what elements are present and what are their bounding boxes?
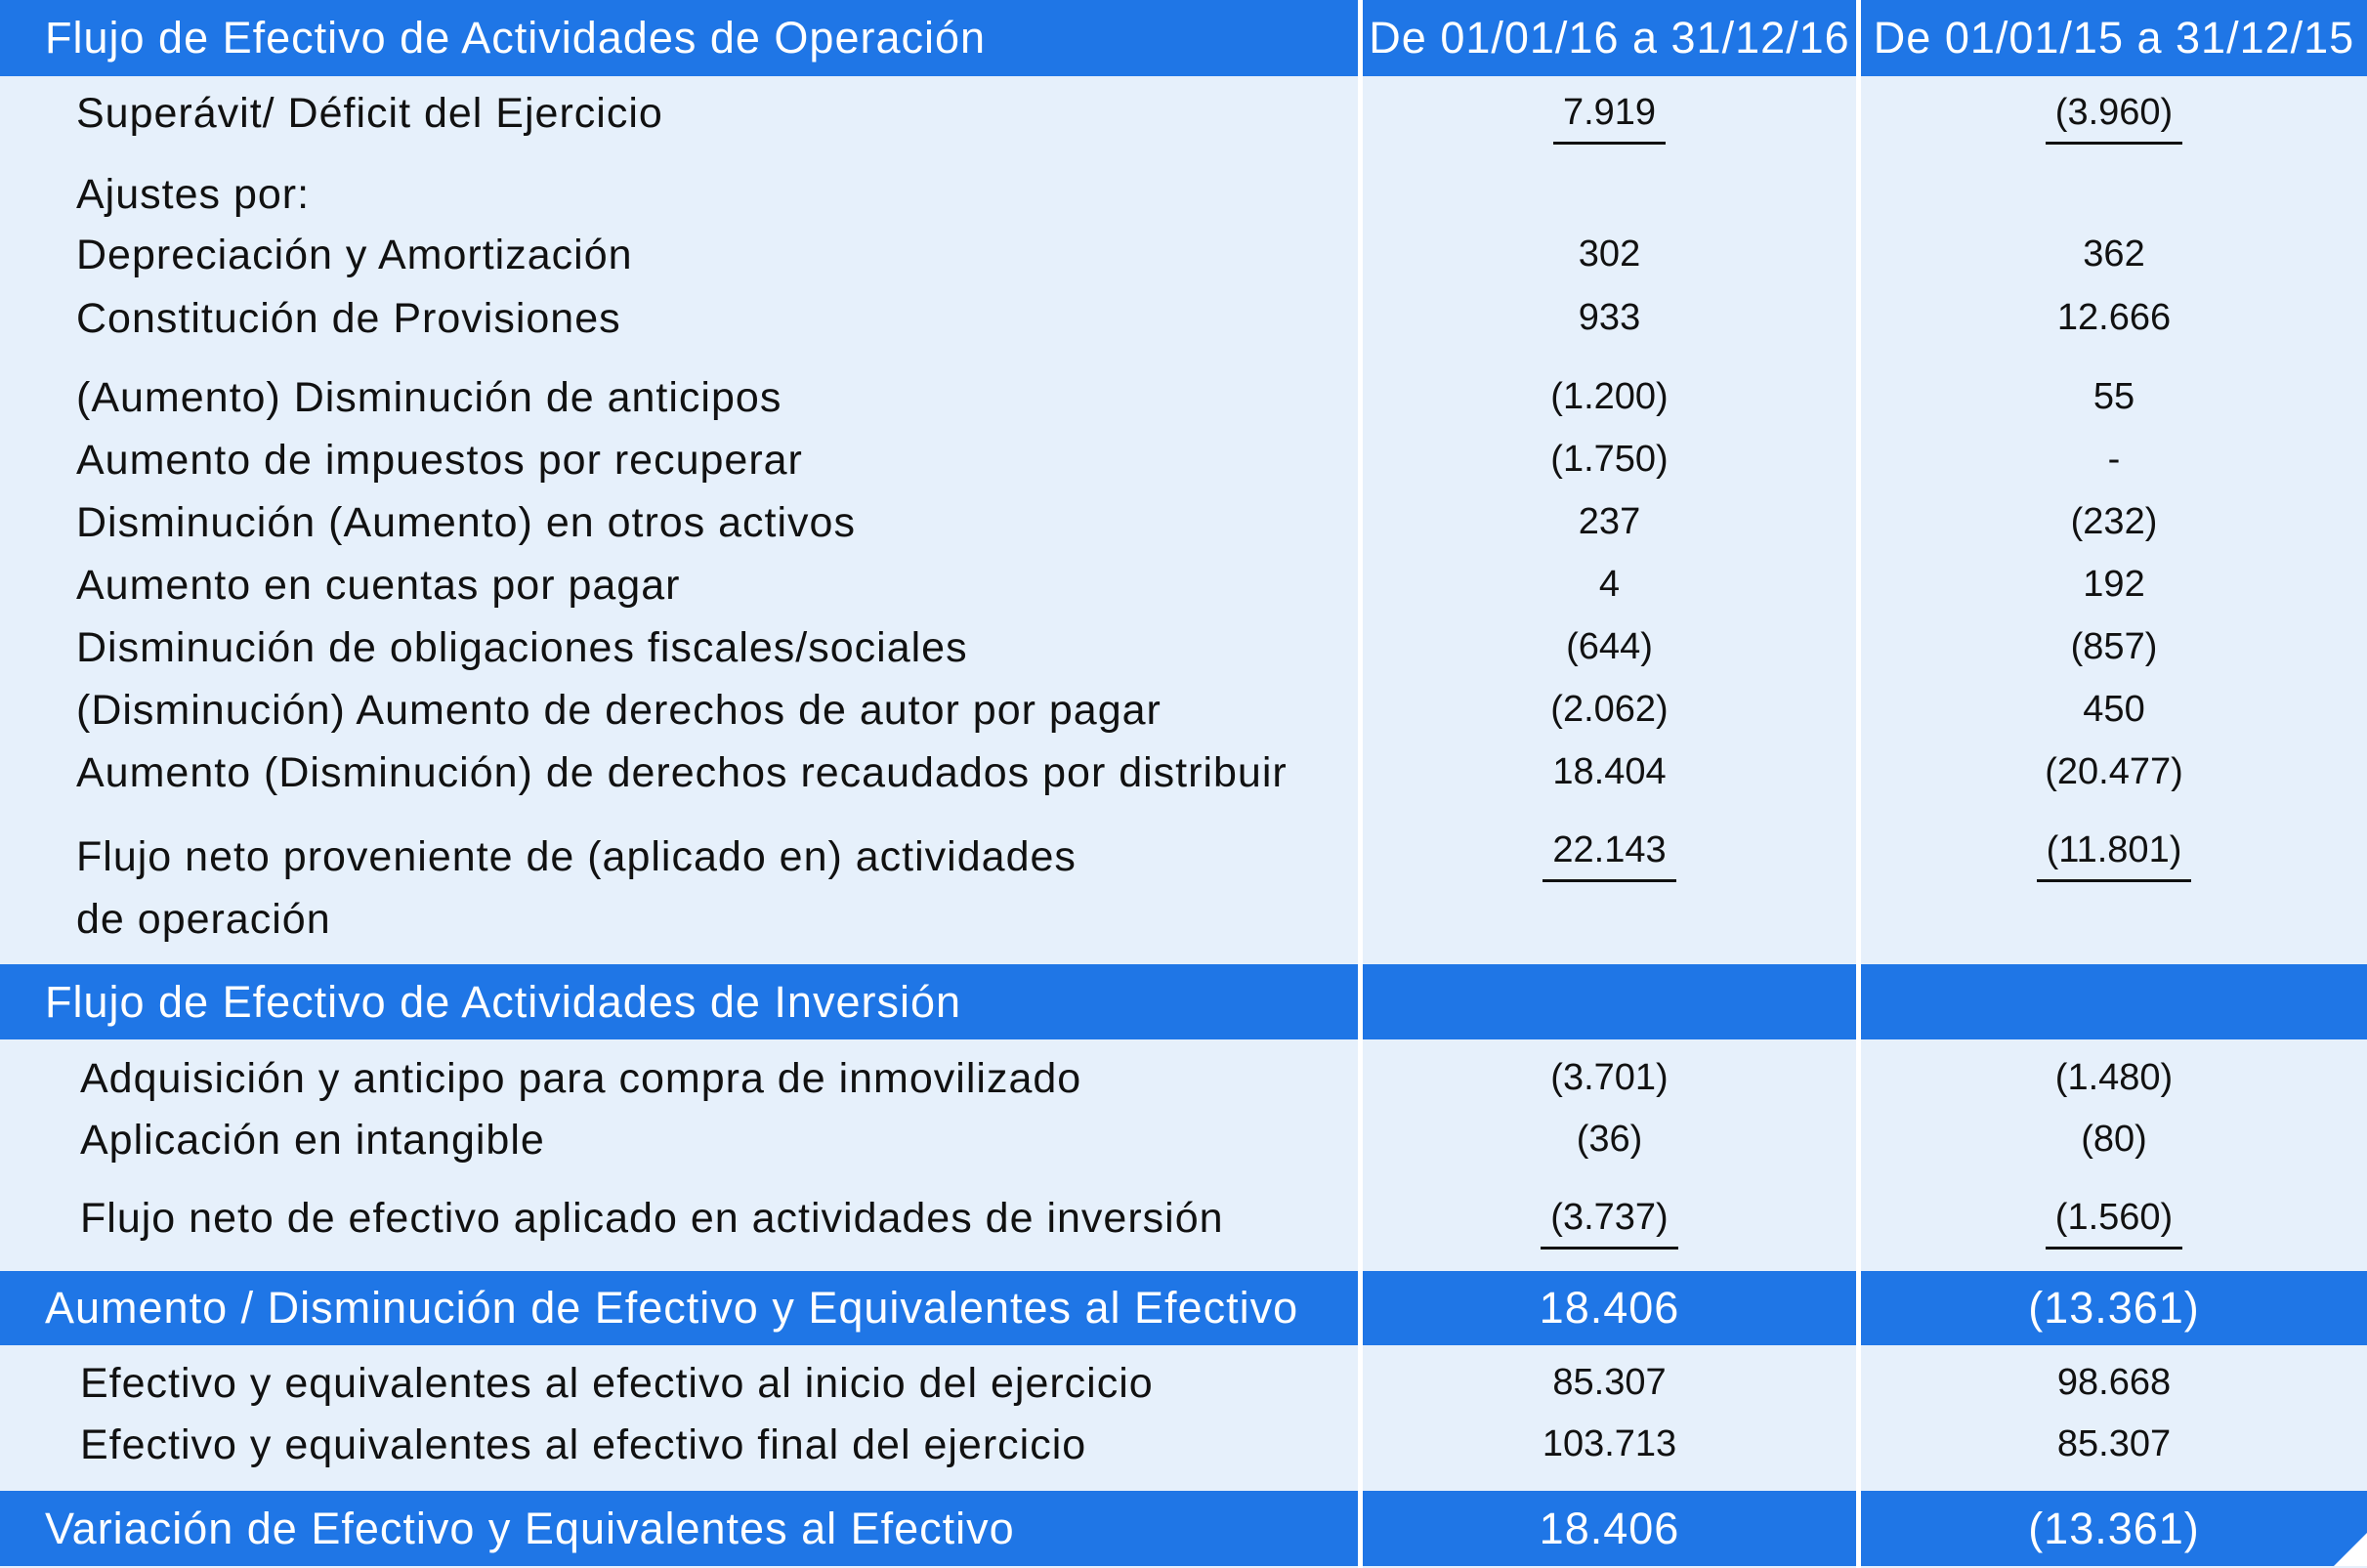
row-label: (Disminución) Aumento de derechos de aut…	[76, 687, 1162, 734]
variation-title: Variación de Efectivo y Equivalentes al …	[45, 1503, 1015, 1553]
row-value-2015: 85.307	[2056, 1423, 2172, 1464]
table-row: Aumento en cuentas por pagar 4 192	[0, 562, 2367, 620]
row-value-2016: 85.307	[1552, 1362, 1667, 1403]
column-header-2016: De 01/01/16 a 31/12/16	[1369, 13, 1850, 63]
row-label: Superávit/ Déficit del Ejercicio	[76, 90, 663, 137]
row-value-2016: 7.919	[1363, 92, 1856, 145]
row-value-2016: 103.713	[1542, 1423, 1677, 1464]
table-row-total: Flujo neto de efectivo aplicado en activ…	[0, 1195, 2367, 1253]
row-label: Aumento en cuentas por pagar	[76, 562, 681, 609]
net-change-bar: Aumento / Disminución de Efectivo y Equi…	[0, 1271, 2367, 1345]
operating-section-title: Flujo de Efectivo de Actividades de Oper…	[45, 13, 987, 63]
row-value-2015: (3.960)	[1861, 92, 2367, 145]
row-label: Aumento (Disminución) de derechos recaud…	[76, 749, 1288, 796]
row-label: Flujo neto de efectivo aplicado en activ…	[80, 1195, 1224, 1242]
row-value-2016: 18.404	[1552, 751, 1667, 792]
table-row: Efectivo y equivalentes al efectivo al i…	[0, 1360, 2367, 1419]
row-value-2015: 450	[2083, 689, 2145, 730]
table-row: (Disminución) Aumento de derechos de aut…	[0, 687, 2367, 745]
row-value-2015: -	[2107, 439, 2121, 480]
column-divider-1	[1358, 0, 1363, 1568]
row-value-2015: (11.801)	[1861, 829, 2367, 882]
row-value-2016: 302	[1578, 233, 1641, 275]
row-label: Disminución de obligaciones fiscales/soc…	[76, 624, 968, 671]
row-value-2015: 362	[2083, 233, 2145, 275]
row-label: Aumento de impuestos por recuperar	[76, 437, 803, 484]
table-row: Disminución de obligaciones fiscales/soc…	[0, 624, 2367, 683]
row-label: Ajustes por:	[76, 171, 311, 218]
row-value-2016: (1.200)	[1550, 376, 1669, 417]
row-value-2016: 4	[1598, 564, 1621, 605]
row-value-2015: 192	[2083, 564, 2145, 605]
table-row: Disminución (Aumento) en otros activos 2…	[0, 499, 2367, 558]
row-value-2016: 933	[1578, 297, 1641, 338]
row-label: Disminución (Aumento) en otros activos	[76, 499, 856, 546]
row-value-2015: (232)	[2070, 501, 2158, 542]
corner-decoration	[2334, 1533, 2367, 1566]
row-value-2016: 22.143	[1363, 829, 1856, 882]
row-value-2016: (2.062)	[1550, 689, 1669, 730]
investing-section-title: Flujo de Efectivo de Actividades de Inve…	[45, 976, 962, 1027]
table-row: Efectivo y equivalentes al efectivo fina…	[0, 1421, 2367, 1480]
variation-2015: (13.361)	[2028, 1503, 2200, 1553]
table-header: Flujo de Efectivo de Actividades de Oper…	[0, 0, 2367, 76]
variation-2016: 18.406	[1539, 1503, 1680, 1553]
row-label: Depreciación y Amortización	[76, 232, 633, 278]
row-value-2015: 98.668	[2056, 1362, 2172, 1403]
row-value-2015: (1.480)	[2054, 1057, 2174, 1098]
investing-section-header: Flujo de Efectivo de Actividades de Inve…	[0, 964, 2367, 1039]
column-header-2015: De 01/01/15 a 31/12/15	[1873, 13, 2355, 63]
table-row: (Aumento) Disminución de anticipos (1.20…	[0, 374, 2367, 433]
row-label: Aplicación en intangible	[80, 1117, 545, 1164]
row-value-2015: (1.560)	[1861, 1197, 2367, 1250]
column-divider-2	[1856, 0, 1861, 1568]
row-label: (Aumento) Disminución de anticipos	[76, 374, 782, 421]
row-label: Adquisición y anticipo para compra de in…	[80, 1055, 1082, 1102]
row-value-2016: (644)	[1566, 626, 1653, 667]
row-value-2016: (36)	[1576, 1119, 1643, 1160]
table-row: Adquisición y anticipo para compra de in…	[0, 1055, 2367, 1114]
table-row: Constitución de Provisiones 933 12.666	[0, 295, 2367, 354]
row-label: Efectivo y equivalentes al efectivo fina…	[80, 1421, 1087, 1468]
row-value-2016: (1.750)	[1550, 439, 1669, 480]
table-row: Aplicación en intangible (36) (80)	[0, 1117, 2367, 1175]
net-change-title: Aumento / Disminución de Efectivo y Equi…	[45, 1283, 1299, 1333]
table-row: Depreciación y Amortización 302 362	[0, 232, 2367, 290]
table-row: Aumento (Disminución) de derechos recaud…	[0, 749, 2367, 808]
table-row-total: Flujo neto proveniente de (aplicado en) …	[0, 826, 2367, 953]
row-value-2015: 55	[2092, 376, 2135, 417]
row-value-2015: (80)	[2081, 1119, 2147, 1160]
row-label: Efectivo y equivalentes al efectivo al i…	[80, 1360, 1154, 1407]
table-row: Aumento de impuestos por recuperar (1.75…	[0, 437, 2367, 495]
row-label: Constitución de Provisiones	[76, 295, 621, 342]
net-change-2016: 18.406	[1539, 1283, 1680, 1333]
row-value-2015: (857)	[2070, 626, 2158, 667]
row-value-2016: 237	[1578, 501, 1641, 542]
variation-bar: Variación de Efectivo y Equivalentes al …	[0, 1491, 2367, 1566]
row-value-2016: (3.737)	[1363, 1197, 1856, 1250]
table-row: Superávit/ Déficit del Ejercicio 7.919 (…	[0, 90, 2367, 148]
row-value-2015: 12.666	[2056, 297, 2172, 338]
net-change-2015: (13.361)	[2028, 1283, 2200, 1333]
row-value-2016: (3.701)	[1550, 1057, 1669, 1098]
table-row: Ajustes por:	[0, 171, 2367, 230]
row-value-2015: (20.477)	[2045, 751, 2183, 792]
row-label: Flujo neto proveniente de (aplicado en) …	[76, 833, 1077, 943]
